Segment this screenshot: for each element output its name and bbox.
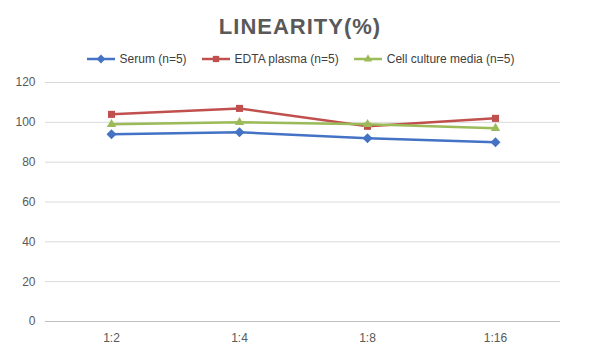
svg-text:40: 40 [22, 235, 36, 249]
svg-text:80: 80 [22, 155, 36, 169]
svg-text:1:4: 1:4 [231, 331, 248, 345]
html-text:EDTA plasma (n=5): EDTA plasma (n=5) [234, 52, 339, 66]
svg-text:100: 100 [15, 115, 35, 129]
svg-text:20: 20 [22, 275, 36, 289]
html-text:Serum (n=5): Serum (n=5) [119, 52, 187, 66]
html-text:LINEARITY(%): LINEARITY(%) [218, 14, 382, 39]
svg-text:1:8: 1:8 [359, 331, 376, 345]
svg-text:1:16: 1:16 [484, 331, 508, 345]
svg-text:1:2: 1:2 [103, 331, 120, 345]
svg-text:120: 120 [15, 75, 35, 89]
svg-text:0: 0 [29, 314, 36, 328]
html-text:Cell culture media (n=5): Cell culture media (n=5) [386, 52, 515, 66]
svg-text:60: 60 [22, 195, 36, 209]
